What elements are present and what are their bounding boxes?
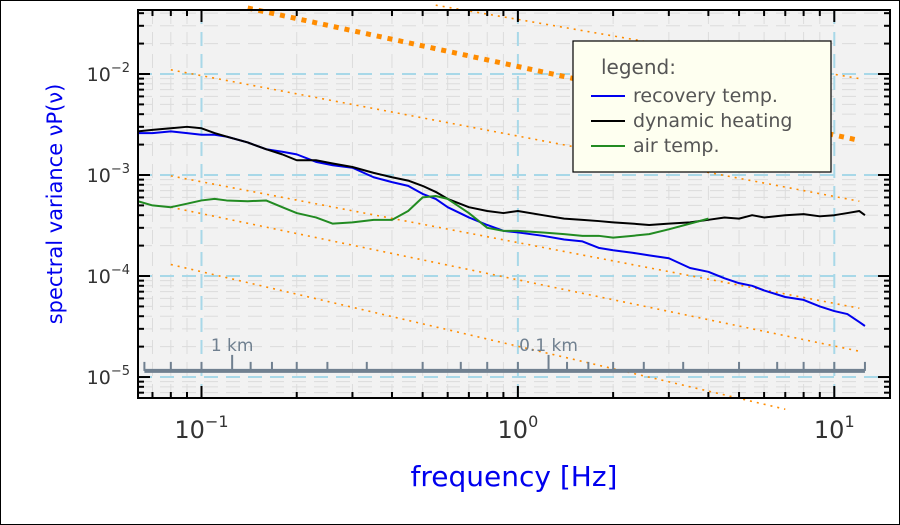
- y-tick-label-base: 10: [87, 367, 111, 389]
- legend-label-2: air temp.: [633, 135, 720, 157]
- x-tick-label: 10−1: [174, 412, 228, 444]
- x-tick-label-exponent: 1: [844, 412, 854, 431]
- reference-line: [170, 175, 860, 309]
- distance-scale: 1 km 0.1 km: [143, 336, 866, 373]
- x-axis-label: frequency [Hz]: [411, 460, 618, 493]
- y-tick-label: 10−2: [87, 61, 130, 86]
- y-tick-label: 10−4: [87, 263, 130, 288]
- y-axis-label: spectral variance νP(ν): [43, 84, 67, 325]
- y-tick-label-exponent: −2: [111, 61, 130, 76]
- axis-ticks: [138, 10, 890, 398]
- x-tick-label: 101: [814, 412, 855, 444]
- y-tick-label: 10−5: [87, 364, 130, 389]
- x-tick-label-exponent: 0: [528, 412, 538, 431]
- series-line-2: [137, 194, 709, 239]
- legend-label-1: dynamic heating: [633, 110, 792, 132]
- series-lines: [137, 125, 866, 327]
- x-tick-label-exponent: −1: [205, 412, 229, 431]
- legend-box: [572, 40, 832, 173]
- series-line-1: [137, 125, 866, 226]
- x-tick-label-base: 10: [174, 416, 205, 444]
- legend: legend: recovery temp. dynamic heating air…: [572, 40, 832, 173]
- legend-items: recovery temp. dynamic heating air temp.: [591, 85, 792, 157]
- plot-frame: [137, 9, 891, 399]
- legend-title: legend:: [601, 55, 676, 79]
- x-tick-label-base: 10: [814, 416, 845, 444]
- reference-line: [170, 263, 786, 411]
- reference-line: [170, 206, 860, 353]
- legend-label-0: recovery temp.: [633, 85, 778, 107]
- x-tick-label: 100: [498, 412, 539, 444]
- y-tick-label-exponent: −5: [111, 364, 130, 379]
- y-tick-label-base: 10: [87, 165, 111, 187]
- y-tick-label-base: 10: [87, 266, 111, 288]
- y-tick-label-exponent: −3: [111, 162, 130, 177]
- x-tick-label-base: 10: [498, 416, 529, 444]
- distance-scale-label: 0.1 km: [519, 336, 578, 356]
- y-tick-label-base: 10: [87, 64, 111, 86]
- distance-scale-label: 1 km: [211, 336, 254, 356]
- y-tick-label: 10−3: [87, 162, 130, 187]
- reference-line: [170, 69, 860, 203]
- y-tick-label-exponent: −4: [111, 263, 130, 278]
